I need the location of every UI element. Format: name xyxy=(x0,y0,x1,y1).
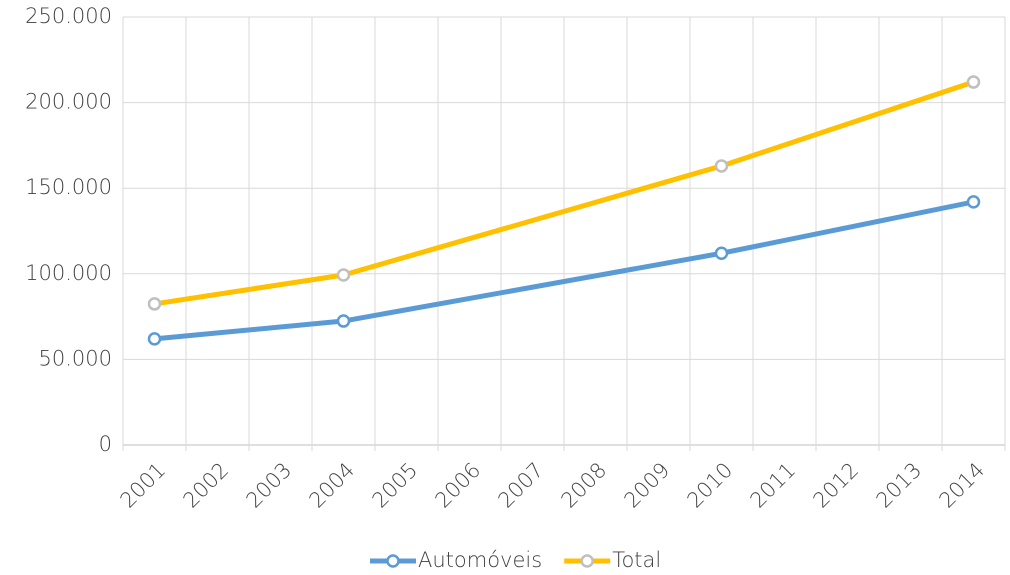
x-tick-label: 2010 xyxy=(683,458,738,513)
x-tick-label: 2002 xyxy=(179,458,234,513)
y-tick-label: 0 xyxy=(99,432,112,456)
x-tick-label: 2009 xyxy=(620,458,675,513)
x-tick-label: 2003 xyxy=(242,458,297,513)
y-tick-label: 100.000 xyxy=(25,261,112,285)
x-tick-label: 2005 xyxy=(368,458,423,513)
x-tick-label: 2012 xyxy=(809,458,864,513)
point-marker xyxy=(147,332,162,346)
y-tick-label: 250.000 xyxy=(25,4,112,28)
x-tick-label: 2011 xyxy=(746,458,801,513)
point-marker xyxy=(147,297,162,311)
x-tick-label: 2001 xyxy=(116,458,171,513)
y-tick-label: 50.000 xyxy=(39,346,112,370)
legend-label: Automóveis xyxy=(418,548,542,572)
point-marker xyxy=(336,268,351,282)
legend-marker xyxy=(386,554,400,568)
point-marker xyxy=(714,246,729,261)
y-tick-label: 200.000 xyxy=(25,90,112,114)
x-tick-label: 2013 xyxy=(872,458,927,513)
series-line xyxy=(154,79,975,307)
series-line xyxy=(154,199,974,342)
x-tick-label: 2007 xyxy=(494,458,549,513)
x-tick-label: 2008 xyxy=(557,458,612,513)
legend-marker xyxy=(580,554,594,568)
x-tick-label: 2006 xyxy=(431,458,486,513)
x-tick-label: 2004 xyxy=(305,458,360,513)
point-marker xyxy=(336,314,351,328)
x-tick-label: 2014 xyxy=(935,458,990,513)
point-marker xyxy=(714,159,729,173)
point-marker xyxy=(966,195,981,209)
y-tick-label: 150.000 xyxy=(25,175,112,199)
point-marker xyxy=(966,75,981,89)
legend-label: Total xyxy=(612,548,661,572)
legend: Automóveis Total xyxy=(370,548,661,572)
